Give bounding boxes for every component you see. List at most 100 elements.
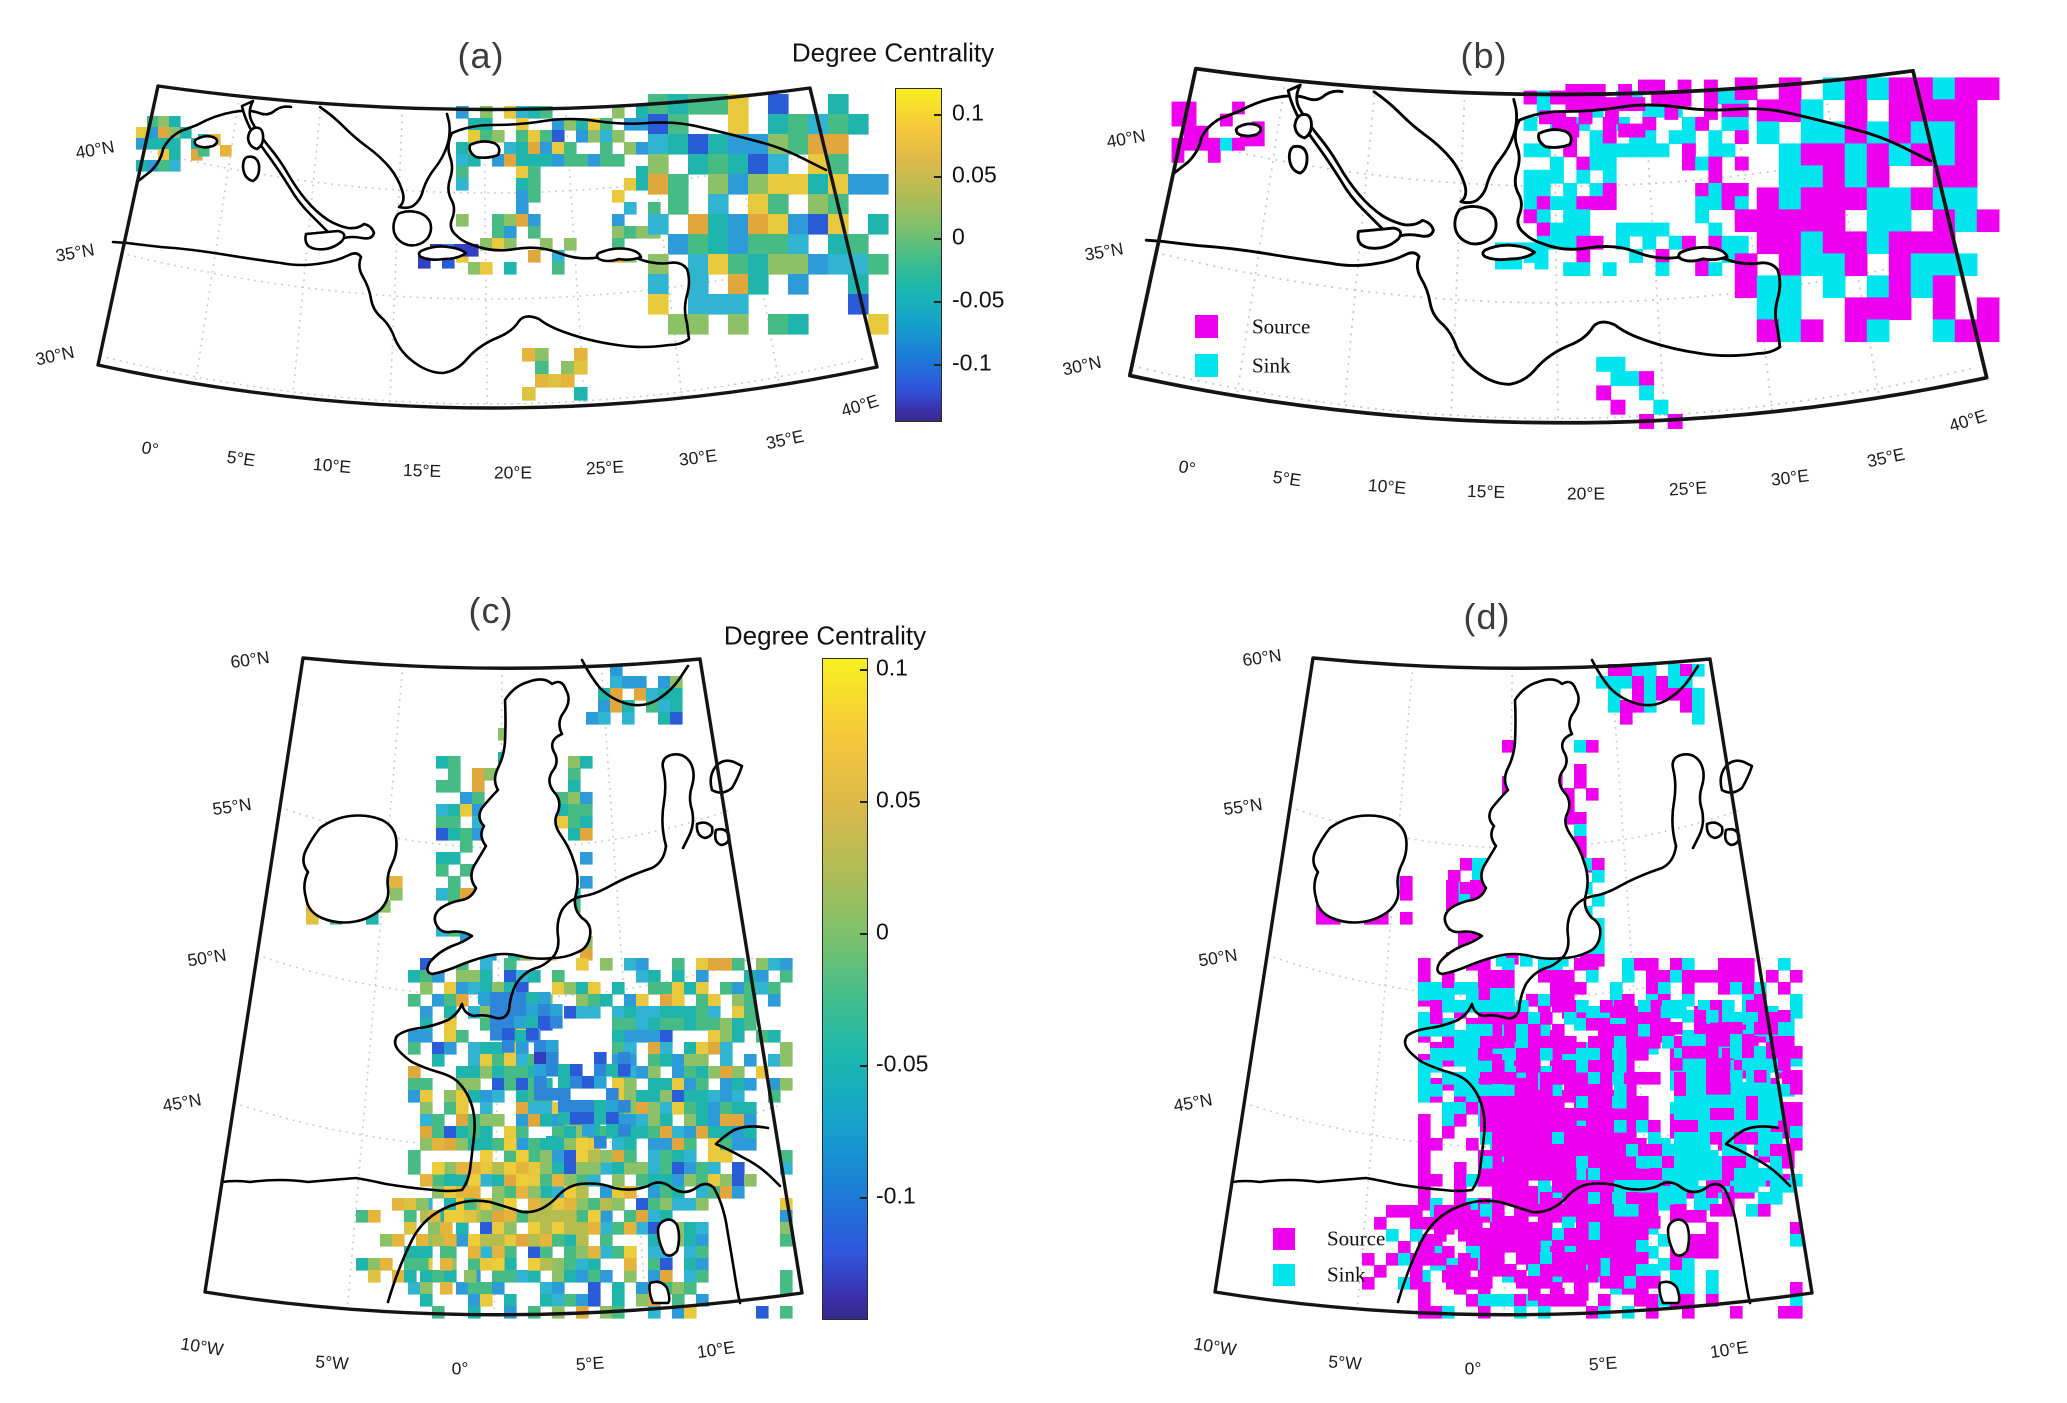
data-cell-west-anatolia xyxy=(516,202,529,215)
data-cell-continent xyxy=(444,1042,457,1055)
data-cell-france-source xyxy=(1492,1132,1505,1145)
data-cell-pyrenees-source xyxy=(1374,1217,1387,1230)
data-cell-west-anatolia xyxy=(528,154,541,167)
data-cell-south-norway xyxy=(634,676,647,689)
data-cell-east-source-patch xyxy=(1778,1022,1791,1035)
data-cell-france-source xyxy=(1540,1192,1553,1205)
data-cell-continent xyxy=(648,1138,661,1151)
data-cell-east-anatolia xyxy=(808,254,829,275)
data-cell-east-source-patch xyxy=(1790,1070,1803,1083)
data-cell-continent xyxy=(456,970,469,983)
data-cell-east-anatolia xyxy=(828,154,849,175)
data-cell-west-anatolia xyxy=(588,154,601,167)
data-cell-continent xyxy=(1418,1162,1431,1175)
data-cell-britain xyxy=(460,828,473,841)
data-cell-west-anatolia xyxy=(1602,183,1617,197)
data-cell-continent xyxy=(432,1270,445,1283)
data-cell-continent xyxy=(672,1150,685,1163)
data-cell-germany-sink xyxy=(1746,1132,1759,1145)
data-cell-brittany-sink xyxy=(1478,1084,1491,1097)
data-cell-continent xyxy=(780,1054,793,1067)
data-cell-continent xyxy=(732,1162,745,1175)
data-cell-west-anatolia xyxy=(1695,196,1710,211)
data-cell-libya-coast xyxy=(1624,371,1640,387)
data-cell-britain xyxy=(580,852,593,865)
data-cell-continent xyxy=(1658,1258,1671,1271)
data-cell-continent xyxy=(672,982,685,995)
data-cell-france-source xyxy=(1600,1240,1613,1253)
data-cell-west-anatolia xyxy=(636,226,649,239)
data-cell-central-blue xyxy=(546,1088,559,1101)
data-cell-britain xyxy=(568,804,581,817)
data-cell-east-anatolia xyxy=(1822,209,1846,233)
data-cell-black-sea-coast xyxy=(1638,79,1652,94)
data-cell-germany-sink xyxy=(1758,1096,1771,1109)
data-cell-west-anatolia xyxy=(624,202,637,215)
colorbar-a-tick: 0.1 xyxy=(952,99,984,126)
data-cell-france-source xyxy=(1480,1132,1493,1145)
data-cell-west-anatolia xyxy=(492,214,505,227)
data-cell-continent xyxy=(444,1006,457,1019)
data-cell-france-source xyxy=(1636,1216,1649,1229)
data-cell-france-source xyxy=(1528,1240,1541,1253)
data-cell-marmara-north xyxy=(1578,110,1593,125)
data-cell-west-anatolia xyxy=(1695,183,1710,197)
data-cell-gold-band xyxy=(432,1138,445,1151)
data-cell-continent xyxy=(444,1162,457,1175)
data-cell-east-anatolia xyxy=(1800,187,1824,211)
data-cell-germany-sink xyxy=(1710,1108,1723,1121)
data-cell-scotland xyxy=(1574,776,1587,789)
data-cell-germany-sink xyxy=(1758,1204,1771,1217)
data-cell-gold-band xyxy=(612,1222,625,1235)
data-cell-east-anatolia xyxy=(788,254,809,275)
lon-tick: 25°E xyxy=(1668,477,1708,500)
data-cell-east-anatolia xyxy=(828,134,849,155)
colorbar-c-tickmark xyxy=(860,801,867,803)
data-cell-germany-sink xyxy=(1626,1012,1639,1025)
data-cell-continent xyxy=(480,982,493,995)
data-cell-britain xyxy=(436,852,449,865)
data-cell-gold-band xyxy=(420,1174,433,1187)
data-cell-continent xyxy=(708,958,721,971)
data-cell-continent xyxy=(648,1006,661,1019)
data-cell-continent xyxy=(696,970,709,983)
data-cell-west-anatolia xyxy=(552,154,565,167)
data-cell-france-source xyxy=(1588,1192,1601,1205)
data-cell-continent xyxy=(1742,982,1755,995)
data-cell-continent xyxy=(708,1174,721,1187)
data-cell-france-source xyxy=(1492,1072,1505,1085)
data-cell-continent xyxy=(708,1042,721,1055)
data-cell-gold-band xyxy=(588,1150,601,1163)
data-cell-france-source xyxy=(1600,1084,1613,1097)
data-cell-southwest-gold xyxy=(404,1270,417,1283)
data-cell-gold-band xyxy=(516,1174,529,1187)
data-cell-continent xyxy=(732,1090,745,1103)
data-cell-central-blue xyxy=(582,1100,595,1113)
data-cell-continent xyxy=(1706,1246,1719,1259)
data-cell-continent xyxy=(528,1102,541,1115)
data-cell-france-source xyxy=(1504,1168,1517,1181)
data-cell-germany-sink xyxy=(1758,1144,1771,1157)
data-cell-gold-band xyxy=(552,1222,565,1235)
data-cell-west-anatolia xyxy=(612,106,625,119)
data-cell-continent xyxy=(1610,1234,1623,1247)
data-cell-brittany-sink xyxy=(1430,1084,1443,1097)
data-cell-marmara-north xyxy=(1565,97,1580,112)
data-cell-central-blue xyxy=(570,1064,583,1077)
data-cell-southwest-gold xyxy=(464,1210,477,1223)
data-cell-continent xyxy=(1478,1294,1491,1307)
data-cell-continent xyxy=(672,1078,685,1091)
data-cell-continent xyxy=(552,1282,565,1295)
data-cell-brittany-sink xyxy=(1442,1024,1455,1037)
data-cell-paris-blue xyxy=(526,992,539,1005)
data-cell-continent xyxy=(1778,1306,1791,1319)
data-cell-east-anatolia xyxy=(1932,77,1956,101)
data-cell-continent xyxy=(1538,1294,1551,1307)
data-cell-continent xyxy=(468,982,481,995)
colorbar-c-tickmark xyxy=(860,669,867,671)
data-cell-france-source xyxy=(1552,1144,1565,1157)
data-cell-continent xyxy=(1562,982,1575,995)
data-cell-france-source xyxy=(1528,1288,1541,1301)
data-cell-continent xyxy=(636,1126,649,1139)
data-cell-france-source xyxy=(1528,1132,1541,1145)
